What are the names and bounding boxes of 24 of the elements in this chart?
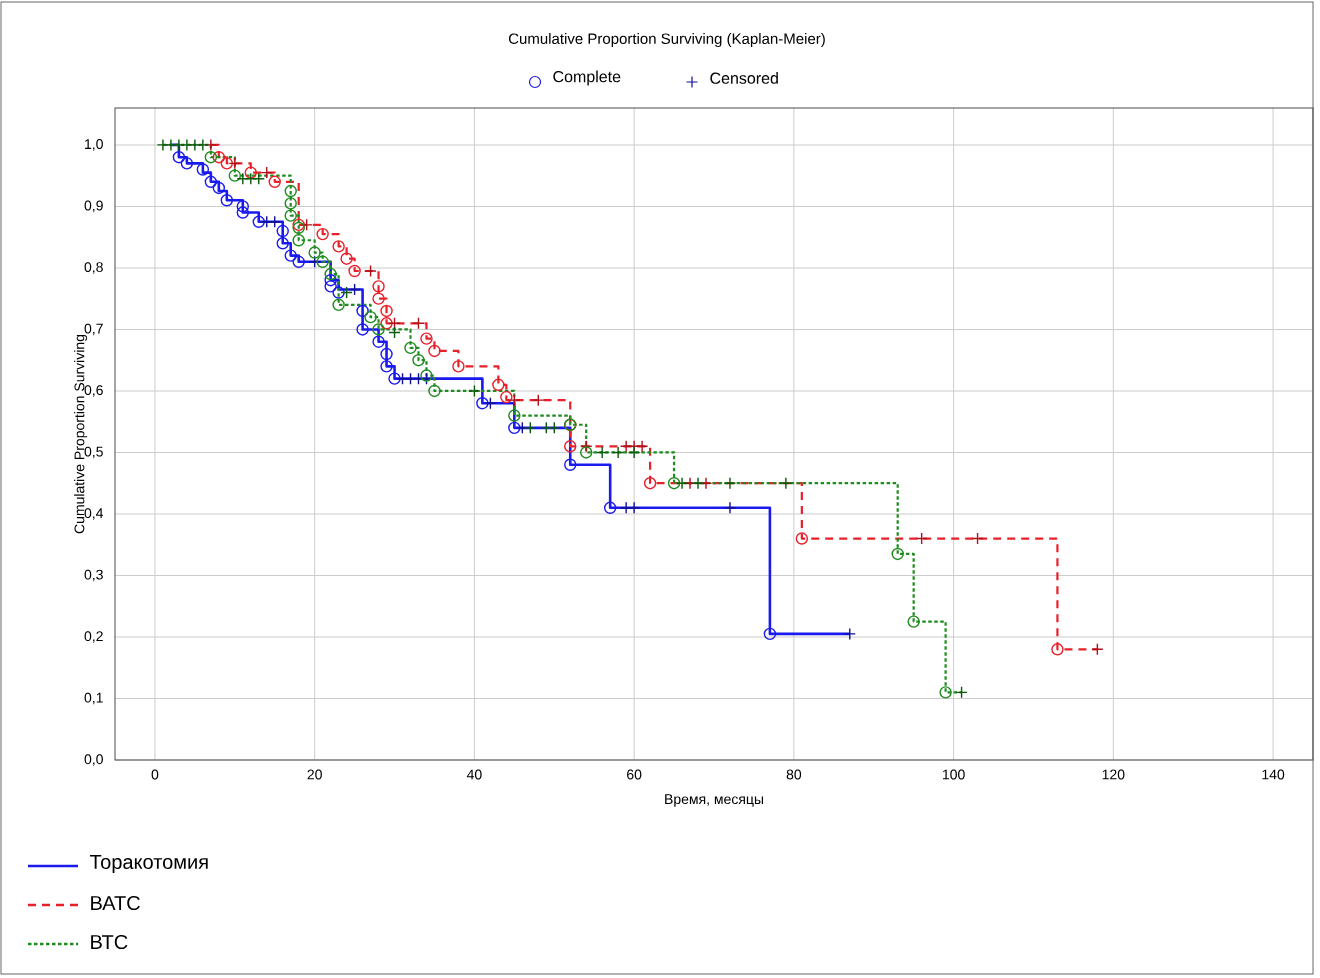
chart-title: Cumulative Proportion Surviving (Kaplan-Meier) — [508, 33, 825, 47]
x-tick-label: 40 — [466, 769, 482, 780]
x-axis-title: Время, месяцы — [665, 794, 764, 807]
legend-label: Торакотомия — [89, 855, 208, 873]
x-tick-label: 120 — [1102, 769, 1125, 780]
y-tick-label: 0,7 — [84, 323, 103, 336]
y-tick-label: 1,0 — [85, 139, 103, 151]
y-tick-label: 0,9 — [84, 200, 103, 213]
y-tick-label: 0,8 — [84, 262, 103, 274]
x-tick-label: 0 — [151, 769, 159, 780]
y-tick-label: 0,2 — [84, 631, 103, 643]
y-tick-label: 0,1 — [84, 692, 103, 705]
x-tick-label: 140 — [1262, 769, 1285, 780]
legend-label: ВТС — [91, 934, 128, 950]
x-tick-label: 60 — [627, 769, 642, 780]
y-tick-label: 0,0 — [84, 754, 103, 766]
y-tick-label: 0,3 — [84, 569, 103, 582]
x-tick-label: 20 — [307, 769, 322, 780]
legend-label: Complete — [553, 70, 621, 86]
x-tick-label: 80 — [786, 769, 802, 780]
legend-label: Censored — [710, 72, 778, 84]
y-tick-label: 0,4 — [84, 508, 104, 520]
x-tick-label: 100 — [942, 769, 965, 780]
legend-label: ВАТС — [91, 895, 140, 911]
